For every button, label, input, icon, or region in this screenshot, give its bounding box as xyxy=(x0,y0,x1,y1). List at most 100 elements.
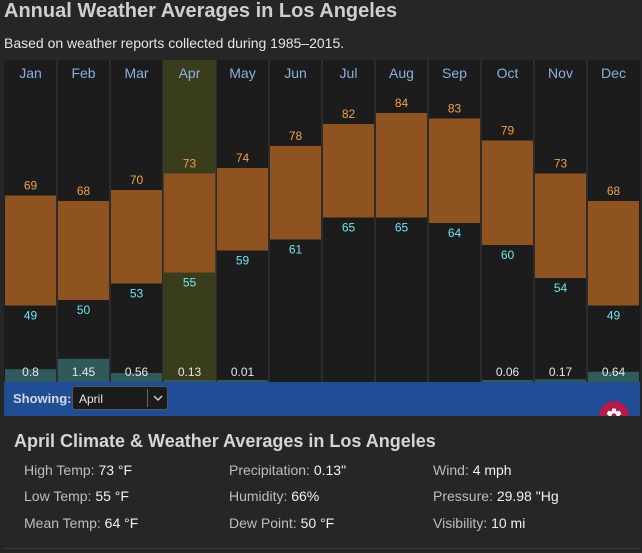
temp-range-bar-mar xyxy=(111,190,162,284)
month-label-jan: Jan xyxy=(19,65,42,81)
stat-wind: Wind: 4 mph xyxy=(433,462,512,478)
month-select[interactable]: April xyxy=(72,386,168,410)
low-temp-label: 65 xyxy=(395,221,409,235)
month-label-may: May xyxy=(229,65,255,81)
bottom-divider xyxy=(4,548,640,549)
stat-pressure: Pressure: 29.98 "Hg xyxy=(433,488,559,504)
weather-chart[interactable]: Jan 69 49 0.8 Feb 68 50 1.45 Mar 70 53 0.56 Apr 73 55 0… xyxy=(0,60,642,382)
month-selector-bar: Showing: April xyxy=(4,382,640,416)
precip-label: 0.17 xyxy=(549,365,573,379)
low-temp-label: 55 xyxy=(183,276,197,290)
temp-range-bar-may xyxy=(217,168,268,251)
temp-range-bar-jun xyxy=(270,146,321,240)
stat-label: Low Temp: xyxy=(24,488,96,504)
temp-range-bar-apr xyxy=(164,173,215,273)
month-label-sep: Sep xyxy=(442,65,467,81)
high-temp-label: 84 xyxy=(395,96,409,110)
stat-humidity: Humidity: 66% xyxy=(229,488,319,504)
high-temp-label: 68 xyxy=(607,184,621,198)
low-temp-label: 60 xyxy=(501,248,515,262)
stat-value: 50 °F xyxy=(300,515,335,531)
month-label-oct: Oct xyxy=(497,65,519,81)
page-title: Annual Weather Averages in Los Angeles xyxy=(4,0,398,22)
low-temp-label: 54 xyxy=(554,281,568,295)
month-label-feb: Feb xyxy=(71,65,95,81)
stat-value: 64 °F xyxy=(104,515,139,531)
temp-range-bar-oct xyxy=(482,140,533,245)
high-temp-label: 68 xyxy=(77,184,91,198)
stat-label: Mean Temp: xyxy=(24,515,105,531)
low-temp-label: 49 xyxy=(607,309,621,323)
temp-range-bar-jul xyxy=(323,124,374,218)
precip-bar-nov xyxy=(535,379,586,382)
high-temp-label: 69 xyxy=(24,179,38,193)
stat-precipitation: Precipitation: 0.13" xyxy=(229,462,346,478)
stat-mean-temp: Mean Temp: 64 °F xyxy=(24,515,138,531)
precip-bar-mar xyxy=(111,373,162,382)
stat-visibility: Visibility: 10 mi xyxy=(433,515,525,531)
high-temp-label: 70 xyxy=(130,173,144,187)
precip-label: 0.13 xyxy=(178,365,202,379)
precip-bar-apr xyxy=(164,379,215,382)
low-temp-label: 49 xyxy=(24,309,38,323)
stat-dew-point: Dew Point: 50 °F xyxy=(229,515,334,531)
high-temp-label: 73 xyxy=(183,157,197,171)
precip-label: 0.8 xyxy=(22,365,39,379)
stat-value: 10 mi xyxy=(491,515,526,531)
page-subtitle: Based on weather reports collected durin… xyxy=(4,35,345,51)
stat-label: High Temp: xyxy=(24,462,99,478)
stat-value: 73 °F xyxy=(98,462,133,478)
stat-value: 4 mph xyxy=(472,462,512,478)
temp-range-bar-sep xyxy=(429,118,480,223)
month-label-nov: Nov xyxy=(548,65,573,81)
precip-label: 1.45 xyxy=(72,365,96,379)
stat-low-temp: Low Temp: 55 °F xyxy=(24,488,129,504)
low-temp-label: 50 xyxy=(77,303,91,317)
low-temp-label: 64 xyxy=(448,226,462,240)
month-label-jun: Jun xyxy=(284,65,307,81)
stat-label: Dew Point: xyxy=(229,515,301,531)
month-label-jul: Jul xyxy=(340,65,358,81)
precip-label: 0.64 xyxy=(602,365,626,379)
month-label-aug: Aug xyxy=(389,65,414,81)
month-select-value: April xyxy=(79,392,104,406)
details-title: April Climate & Weather Averages in Los … xyxy=(14,431,436,451)
month-label-apr: Apr xyxy=(179,65,201,81)
precip-bar-may xyxy=(217,380,268,382)
temp-range-bar-dec xyxy=(588,201,639,306)
precip-bar-dec xyxy=(588,371,639,382)
high-temp-label: 82 xyxy=(342,107,356,121)
showing-label: Showing: xyxy=(13,391,72,406)
high-temp-label: 79 xyxy=(501,124,515,138)
stat-high-temp: High Temp: 73 °F xyxy=(24,462,132,478)
temp-range-bar-nov xyxy=(535,173,586,278)
month-label-dec: Dec xyxy=(601,65,626,81)
low-temp-label: 53 xyxy=(130,287,144,301)
precip-label: 0.56 xyxy=(125,365,149,379)
precip-bar-feb xyxy=(58,358,109,382)
chevron-down-icon xyxy=(153,395,163,402)
stat-value: 0.13" xyxy=(313,462,347,478)
low-temp-label: 59 xyxy=(236,254,250,268)
stat-value: 55 °F xyxy=(95,488,129,504)
stat-value: 66% xyxy=(291,488,320,504)
temp-range-bar-aug xyxy=(376,113,427,218)
stat-label: Humidity: xyxy=(229,488,292,504)
high-temp-label: 78 xyxy=(289,129,303,143)
stat-label: Wind: xyxy=(433,462,473,478)
low-temp-label: 65 xyxy=(342,221,356,235)
high-temp-label: 83 xyxy=(448,102,462,116)
precip-label: 0.01 xyxy=(231,365,255,379)
month-details: April Climate & Weather Averages in Los … xyxy=(4,416,640,550)
stat-label: Visibility: xyxy=(433,515,492,531)
precip-bar-jan xyxy=(5,369,56,382)
stat-label: Precipitation: xyxy=(229,462,314,478)
select-divider xyxy=(147,389,148,407)
stat-label: Pressure: xyxy=(433,488,497,504)
month-label-mar: Mar xyxy=(124,65,148,81)
precip-label: 0.06 xyxy=(496,365,520,379)
stat-value: 29.98 "Hg xyxy=(496,488,559,504)
high-temp-label: 74 xyxy=(236,151,250,165)
high-temp-label: 73 xyxy=(554,157,568,171)
temp-range-bar-jan xyxy=(5,195,56,306)
